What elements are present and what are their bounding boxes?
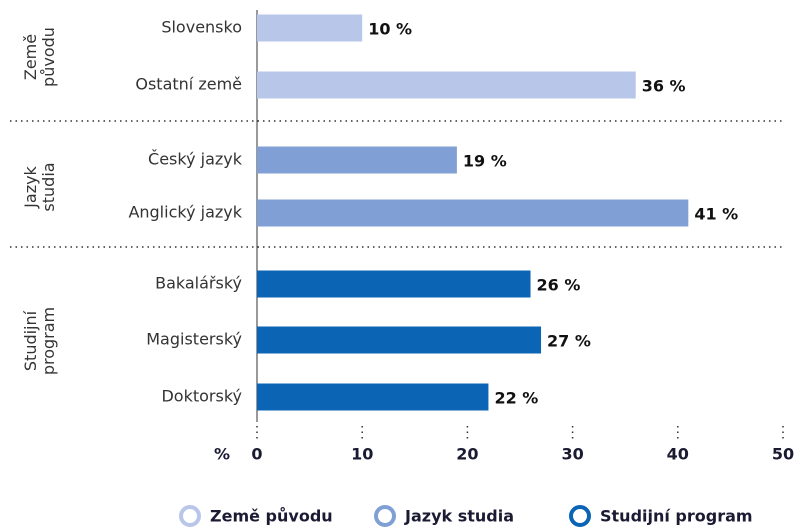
category-label: Magisterský bbox=[146, 330, 242, 349]
bar bbox=[257, 383, 489, 411]
x-axis-label: % bbox=[214, 445, 230, 464]
bar bbox=[257, 146, 457, 174]
group-label: Jazyk studia bbox=[21, 161, 58, 212]
x-tick-label: 40 bbox=[667, 445, 689, 464]
value-label: 41 % bbox=[694, 205, 738, 224]
legend-marker bbox=[179, 505, 201, 527]
bar bbox=[257, 71, 636, 99]
value-label: 36 % bbox=[642, 77, 686, 96]
category-label: Slovensko bbox=[161, 18, 242, 37]
value-label: 10 % bbox=[368, 20, 412, 39]
category-label: Anglický jazyk bbox=[128, 203, 242, 222]
value-label: 26 % bbox=[537, 276, 581, 295]
legend-label: Země původu bbox=[210, 507, 333, 526]
bar bbox=[257, 270, 531, 298]
group-label: Země původu bbox=[21, 26, 58, 87]
legend-label: Jazyk studia bbox=[404, 507, 514, 526]
x-tick-label: 0 bbox=[251, 445, 262, 464]
legend-label: Studijní program bbox=[600, 507, 753, 526]
category-label: Doktorský bbox=[161, 387, 242, 406]
x-tick-label: 20 bbox=[456, 445, 478, 464]
value-label: 19 % bbox=[463, 152, 507, 171]
x-tick-label: 30 bbox=[561, 445, 583, 464]
bar bbox=[257, 14, 363, 42]
category-label: Bakalářský bbox=[155, 274, 242, 293]
group-label: Studijní program bbox=[21, 306, 58, 375]
x-tick-label: 50 bbox=[772, 445, 794, 464]
category-label: Ostatní země bbox=[135, 75, 242, 94]
category-label: Český jazyk bbox=[148, 150, 243, 169]
bar bbox=[257, 326, 542, 354]
value-label: 22 % bbox=[494, 389, 538, 408]
legend-marker bbox=[374, 505, 396, 527]
bar bbox=[257, 199, 689, 227]
x-tick-label: 10 bbox=[351, 445, 373, 464]
legend-marker bbox=[569, 505, 591, 527]
value-label: 27 % bbox=[547, 332, 591, 351]
